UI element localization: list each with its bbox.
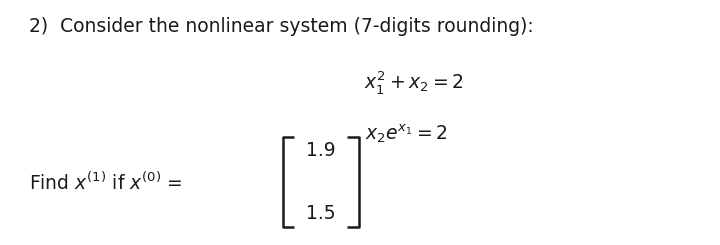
Text: 1.5: 1.5 xyxy=(305,204,336,223)
Text: $x_2e^{x_1} = 2$: $x_2e^{x_1} = 2$ xyxy=(365,122,447,145)
Text: Find $x^{(1)}$ if $x^{(0)}$ =: Find $x^{(1)}$ if $x^{(0)}$ = xyxy=(29,172,184,194)
Text: $x_1^2 + x_2 = 2$: $x_1^2 + x_2 = 2$ xyxy=(364,69,464,96)
Text: 2)  Consider the nonlinear system (7-digits rounding):: 2) Consider the nonlinear system (7-digi… xyxy=(29,17,534,36)
Text: 1.9: 1.9 xyxy=(305,141,336,160)
